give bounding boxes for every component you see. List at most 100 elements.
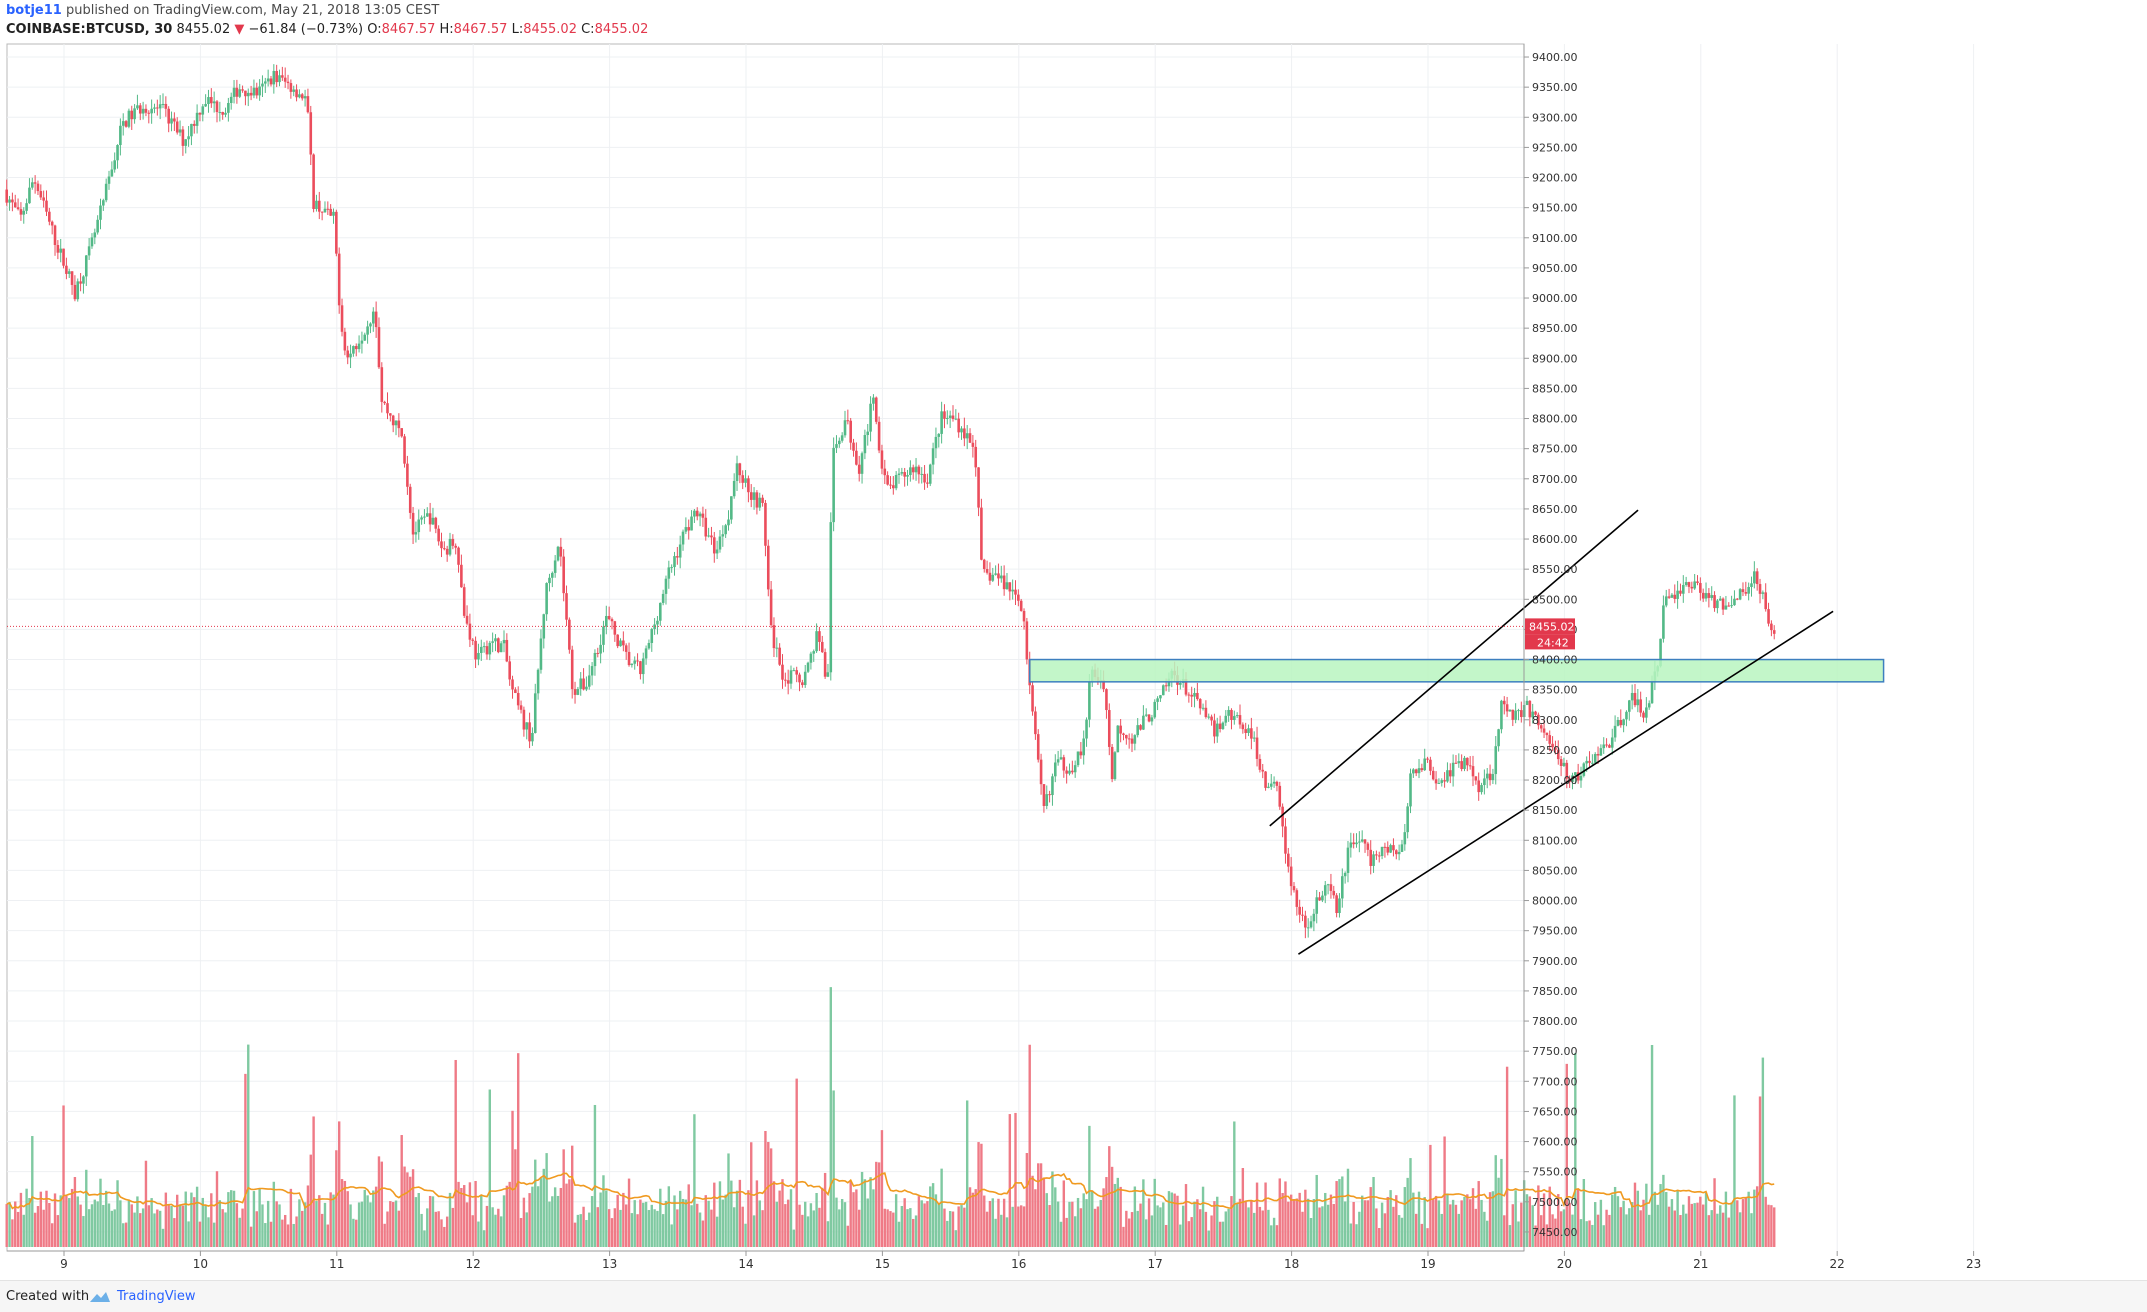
candle-body <box>1500 700 1503 730</box>
volume-bar <box>337 1121 341 1247</box>
candle-body <box>710 535 713 538</box>
open-value: 8467.57 <box>381 22 436 37</box>
candle-body <box>488 642 492 655</box>
volume-bar <box>1270 1225 1273 1247</box>
volume-bar <box>184 1191 187 1247</box>
candle-body <box>897 473 901 476</box>
candle-body <box>42 197 45 201</box>
candle-body <box>965 433 969 439</box>
author-link[interactable]: botje11 <box>6 3 62 18</box>
volume-bar <box>752 1215 756 1247</box>
volume-bar <box>1591 1224 1594 1247</box>
candle-body <box>1724 605 1728 610</box>
volume-bar <box>1102 1188 1105 1247</box>
candle-body <box>1602 744 1606 749</box>
volume-bar <box>1127 1218 1131 1247</box>
candle-body <box>1272 781 1276 784</box>
volume-bar <box>102 1204 105 1247</box>
candle-body <box>1434 779 1438 784</box>
candle-body <box>1755 571 1759 585</box>
volume-bar <box>1647 1214 1651 1247</box>
volume-bar <box>1571 1214 1574 1247</box>
volume-bar <box>630 1213 634 1247</box>
candle-body <box>1662 605 1665 639</box>
candle-body <box>1696 581 1699 584</box>
last-price: 8455.02 <box>176 22 231 37</box>
candle-body <box>67 271 71 274</box>
candle-body <box>1360 839 1364 842</box>
candle-body <box>298 94 301 98</box>
candle-body <box>1329 884 1333 891</box>
volume-bar <box>62 1105 65 1247</box>
y-tick-label: 8350.00 <box>1532 684 1578 697</box>
candle-body <box>914 466 918 473</box>
candle-body <box>832 447 835 523</box>
candle-body <box>425 513 429 517</box>
volume-bar <box>1179 1224 1182 1247</box>
candle-body <box>846 420 850 422</box>
candle-body <box>1369 849 1373 866</box>
volume-bar <box>707 1200 710 1247</box>
volume-bar <box>318 1195 321 1247</box>
volume-bar <box>872 1189 875 1247</box>
candle-body <box>1596 754 1600 756</box>
volume-bar <box>326 1224 330 1247</box>
volume-bar <box>1349 1223 1353 1247</box>
candle-body <box>369 323 372 327</box>
volume-bar <box>1653 1191 1657 1247</box>
volume-bar <box>937 1203 940 1247</box>
volume-bar <box>1375 1208 1378 1247</box>
candle-body <box>735 463 739 481</box>
tradingview-link[interactable]: TradingView <box>117 1289 196 1304</box>
channel-upper-line <box>1269 509 1639 827</box>
volume-bar <box>1292 1199 1296 1247</box>
volume-bar <box>974 1189 977 1247</box>
candle-body <box>1619 719 1623 726</box>
candle-body <box>76 281 80 300</box>
volume-bar <box>1770 1205 1773 1247</box>
candle-body <box>1011 589 1014 592</box>
candle-body <box>712 537 716 554</box>
volume-bar <box>929 1186 932 1247</box>
volume-bar <box>627 1178 631 1247</box>
candle-body <box>849 420 852 443</box>
volume-bar <box>212 1222 216 1247</box>
volume-bar <box>377 1156 381 1247</box>
candlesticks <box>5 64 1776 939</box>
volume-bar <box>1633 1182 1637 1247</box>
candle-body <box>1429 759 1432 771</box>
volume-bar <box>610 1218 614 1247</box>
candle-body <box>1269 783 1273 787</box>
candle-body <box>1664 596 1668 606</box>
volume-bar <box>997 1198 1000 1247</box>
price-chart[interactable]: 9400.00 9350.00 9300.00 9250.00 9200.00 9150.… <box>0 0 2147 1280</box>
volume-bar <box>829 987 832 1247</box>
candle-body <box>36 183 40 192</box>
volume-bar <box>639 1199 642 1247</box>
candle-body <box>423 516 426 518</box>
candle-body <box>664 578 668 594</box>
symbol-label[interactable]: COINBASE:BTCUSD, 30 <box>6 22 173 37</box>
candle-body <box>1034 711 1037 735</box>
candle-body <box>982 559 986 570</box>
candle-body <box>326 208 330 210</box>
x-tick-label: 13 <box>602 1257 617 1271</box>
y-tick-label: 9150.00 <box>1532 202 1578 215</box>
volume-bar <box>1457 1213 1461 1247</box>
candle-body <box>647 642 651 649</box>
volume-bar <box>1744 1197 1748 1247</box>
candle-body <box>1491 774 1495 781</box>
candle-body <box>147 112 151 114</box>
volume-bar <box>866 1198 869 1247</box>
volume-bar <box>1184 1184 1188 1247</box>
volume-bar <box>227 1192 230 1247</box>
candle-body <box>1338 898 1341 914</box>
candle-body <box>1085 719 1088 739</box>
volume-bar <box>1466 1194 1469 1247</box>
volume-bar <box>1000 1214 1003 1247</box>
volume-bar <box>19 1192 23 1247</box>
candle-body <box>528 722 531 742</box>
volume-bar <box>355 1219 358 1247</box>
candle-body <box>673 556 676 568</box>
volume-bar <box>1289 1194 1293 1247</box>
